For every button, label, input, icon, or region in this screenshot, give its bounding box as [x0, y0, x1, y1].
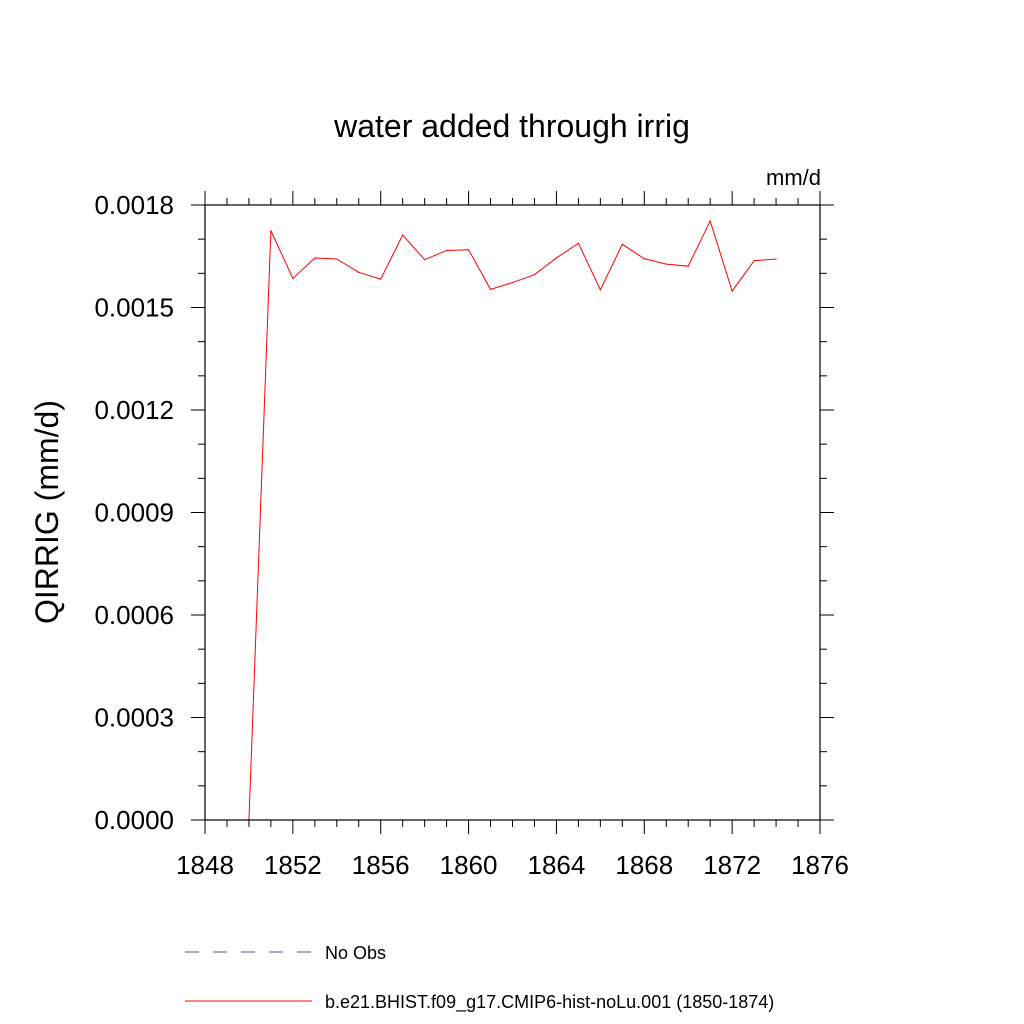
data-point	[467, 249, 470, 251]
data-point	[533, 274, 536, 276]
units-label: mm/d	[766, 165, 821, 190]
series-line	[248, 219, 777, 821]
data-point	[621, 243, 623, 245]
tick-labels: 1848 1852 1856 1860 1864 1868 1872 1876 0.0000 0.…	[94, 190, 848, 880]
y-tick-label: 0.0012	[94, 395, 174, 425]
x-tick-label: 1864	[528, 850, 586, 880]
data-point	[446, 249, 448, 252]
data-point	[489, 288, 492, 290]
data-point	[709, 220, 711, 222]
y-axis-label: QIRRIG (mm/d)	[29, 400, 65, 624]
data-point	[358, 271, 360, 273]
data-point	[270, 230, 272, 232]
chart-title: water added through irrig	[333, 108, 690, 144]
x-tick-label: 1876	[791, 850, 849, 880]
y-tick-label: 0.0015	[94, 293, 174, 323]
legend-label: No Obs	[325, 943, 386, 963]
series-layer	[248, 219, 777, 821]
data-point	[687, 265, 689, 267]
data-point	[314, 257, 316, 259]
y-tick-label: 0.0006	[94, 600, 174, 630]
x-tick-label: 1856	[352, 850, 410, 880]
plot-frame	[204, 204, 821, 821]
data-point	[599, 289, 601, 291]
data-point	[555, 257, 558, 259]
data-point	[380, 278, 382, 280]
x-tick-label: 1848	[176, 850, 234, 880]
data-point	[753, 260, 755, 262]
data-point	[731, 290, 733, 292]
legend: No Obs b.e21.BHIST.f09_g17.CMIP6-hist-noL…	[185, 943, 774, 1013]
x-tick-label: 1852	[264, 850, 322, 880]
y-tick-label: 0.0003	[94, 703, 174, 733]
data-point	[292, 277, 294, 280]
y-tick-label: 0.0018	[94, 190, 174, 220]
data-point	[665, 263, 667, 265]
data-point	[643, 258, 645, 260]
y-tick-label: 0.0000	[94, 805, 174, 835]
x-tick-label: 1872	[703, 850, 761, 880]
data-point	[402, 234, 404, 236]
data-point	[577, 242, 579, 244]
x-tick-label: 1868	[615, 850, 673, 880]
data-point	[424, 259, 426, 261]
data-point	[775, 258, 777, 260]
axis-ticks	[191, 191, 834, 834]
y-tick-label: 0.0009	[94, 498, 174, 528]
data-point	[511, 281, 514, 284]
x-tick-label: 1860	[440, 850, 498, 880]
data-point	[336, 258, 338, 260]
legend-label: b.e21.BHIST.f09_g17.CMIP6-hist-noLu.001 …	[325, 992, 774, 1013]
